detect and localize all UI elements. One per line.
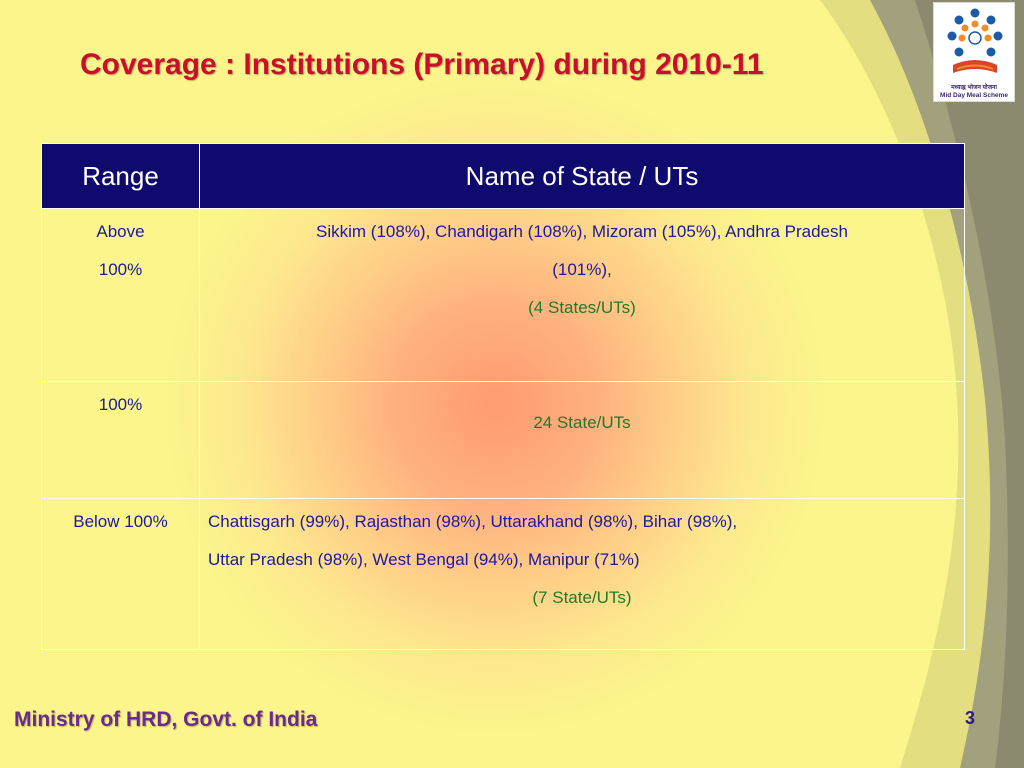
range-line: 100% bbox=[98, 395, 143, 414]
table-row-above-100: Above 100% Sikkim (108%), Chandigarh (10… bbox=[41, 208, 965, 382]
logo-hindi-text: मध्याह्न भोजन योजना bbox=[951, 85, 997, 91]
page-number: 3 bbox=[965, 708, 976, 728]
table-header-row: Range Name of State / UTs bbox=[41, 143, 965, 209]
header-range: Range bbox=[41, 143, 200, 209]
states-line: Chattisgarh (99%), Rajasthan (98%), Utta… bbox=[208, 512, 738, 531]
states-cell: 24 State/UTs bbox=[199, 381, 965, 499]
range-line: 100% bbox=[98, 260, 143, 279]
footer-ministry: Ministry of HRD, Govt. of India bbox=[14, 708, 318, 731]
range-line: Above bbox=[96, 222, 145, 241]
mid-day-meal-logo: मध्याह्न भोजन योजना Mid Day Meal Scheme bbox=[933, 2, 1015, 102]
states-line: Uttar Pradesh (98%), West Bengal (94%), … bbox=[208, 550, 640, 569]
state-count: (7 State/UTs) bbox=[532, 588, 632, 607]
logo-english-text: Mid Day Meal Scheme bbox=[940, 92, 1008, 99]
range-cell: 100% bbox=[41, 381, 200, 499]
header-state-names: Name of State / UTs bbox=[199, 143, 965, 209]
states-line: Sikkim (108%), Chandigarh (108%), Mizora… bbox=[316, 222, 848, 241]
table-row-100: 100% 24 State/UTs bbox=[41, 381, 965, 499]
table-row-below-100: Below 100% Chattisgarh (99%), Rajasthan … bbox=[41, 498, 965, 650]
range-cell: Above 100% bbox=[41, 208, 200, 382]
range-cell: Below 100% bbox=[41, 498, 200, 650]
coverage-table: Range Name of State / UTs Above 100% Sik… bbox=[41, 143, 965, 650]
states-cell: Sikkim (108%), Chandigarh (108%), Mizora… bbox=[199, 208, 965, 382]
range-line: Below 100% bbox=[73, 512, 168, 531]
logo-emblem-icon bbox=[947, 8, 1003, 73]
state-count: (4 States/UTs) bbox=[528, 298, 636, 317]
slide-title: Coverage : Institutions (Primary) during… bbox=[80, 48, 764, 81]
states-line: (101%), bbox=[552, 260, 612, 279]
states-cell: Chattisgarh (99%), Rajasthan (98%), Utta… bbox=[199, 498, 965, 650]
state-count: 24 State/UTs bbox=[533, 413, 631, 432]
